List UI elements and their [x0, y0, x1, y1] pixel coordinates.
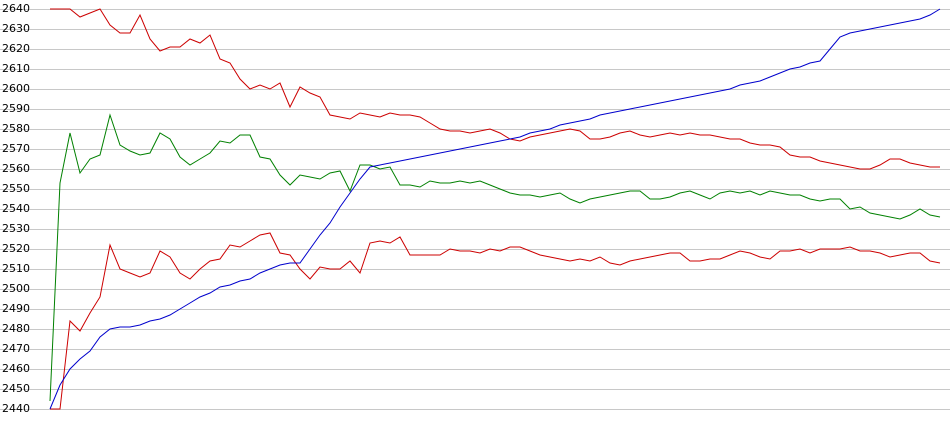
y-tick-label: 2470 [2, 342, 30, 355]
y-tick-label: 2460 [2, 362, 30, 375]
y-tick-label: 2630 [2, 22, 30, 35]
line-series [49, 8, 941, 410]
y-tick-label: 2550 [2, 182, 30, 195]
y-tick-label: 2520 [2, 242, 30, 255]
y-tick-label: 2530 [2, 222, 30, 235]
y-tick-label: 2580 [2, 122, 30, 135]
y-tick-label: 2480 [2, 322, 30, 335]
y-tick-label: 2540 [2, 202, 30, 215]
y-tick-label: 2600 [2, 82, 30, 95]
y-tick-label: 2440 [2, 402, 30, 415]
line-series [50, 8, 940, 170]
y-tick-label: 2610 [2, 62, 30, 75]
y-tick-label: 2570 [2, 142, 30, 155]
y-tick-label: 2640 [2, 2, 30, 15]
y-tick-label: 2510 [2, 262, 30, 275]
y-tick-label: 2450 [2, 382, 30, 395]
y-tick-label: 2620 [2, 42, 30, 55]
y-tick-label: 2500 [2, 282, 30, 295]
y-tick-label: 2590 [2, 102, 30, 115]
y-tick-label: 2490 [2, 302, 30, 315]
line-series [50, 232, 941, 410]
line-series [49, 113, 941, 402]
y-tick-label: 2560 [2, 162, 30, 175]
